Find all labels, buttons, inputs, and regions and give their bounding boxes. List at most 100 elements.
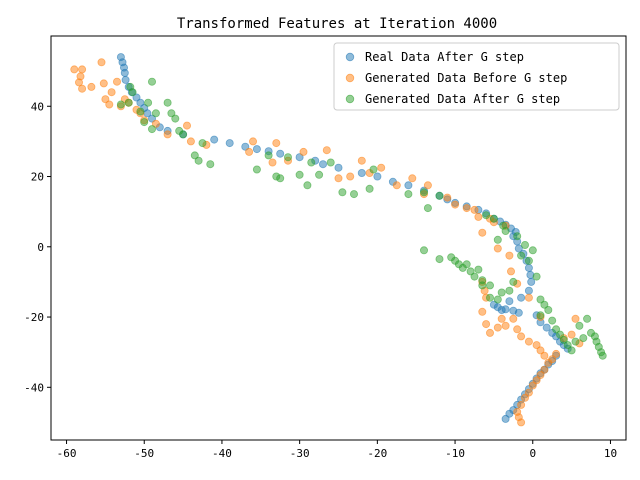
data-point [544, 305, 553, 314]
data-point [276, 174, 285, 183]
data-point [435, 191, 444, 200]
plot-frame [50, 35, 627, 441]
data-point [113, 77, 122, 86]
data-point [489, 214, 498, 223]
data-point [190, 151, 199, 160]
data-point [151, 119, 160, 128]
x-tick-label: -20 [367, 447, 387, 460]
data-point [536, 311, 545, 320]
data-point [528, 381, 537, 390]
data-point [482, 320, 491, 329]
data-point [179, 130, 188, 139]
data-point [75, 78, 84, 87]
data-point [563, 341, 572, 350]
x-tick-label: -60 [57, 447, 77, 460]
legend-label: Generated Data Before G step [365, 71, 567, 85]
data-point [548, 316, 557, 325]
data-point [136, 98, 145, 107]
data-point [462, 204, 471, 213]
data-point [571, 314, 580, 323]
data-point [70, 65, 79, 74]
data-point [493, 323, 502, 332]
data-point [252, 165, 261, 174]
data-point [252, 145, 261, 154]
data-point [505, 251, 514, 260]
data-point [474, 212, 483, 221]
data-point [501, 414, 510, 423]
x-axis: -60 -50 -40 -30 -20 -10 0 10 [57, 440, 617, 460]
data-point [501, 226, 510, 235]
data-point [482, 211, 491, 220]
data-point [556, 330, 565, 339]
data-point [78, 84, 87, 93]
y-tick-label: -40 [24, 381, 44, 394]
y-axis: -40 -20 0 20 40 [24, 100, 51, 394]
data-point [478, 281, 487, 290]
data-point [513, 325, 522, 334]
data-point [540, 365, 549, 374]
data-point [540, 351, 549, 360]
data-point [147, 77, 156, 86]
data-point [87, 82, 96, 91]
data-point [536, 346, 545, 355]
data-point [349, 190, 358, 199]
data-point [121, 75, 130, 84]
data-point [140, 118, 149, 127]
data-point [404, 190, 413, 199]
data-point [575, 321, 584, 330]
data-point [357, 156, 366, 165]
data-point [478, 307, 487, 316]
data-point [521, 393, 530, 402]
data-point [225, 139, 234, 148]
legend-label: Generated Data After G step [365, 92, 560, 106]
data-point [198, 139, 207, 148]
data-point [517, 293, 526, 302]
x-tick-label: -30 [290, 447, 310, 460]
y-tick-label: 0 [37, 241, 44, 254]
data-point [326, 158, 335, 167]
data-point [373, 172, 382, 181]
y-tick-label: 20 [31, 171, 44, 184]
data-point [521, 240, 530, 249]
y-tick-label: -20 [24, 311, 44, 324]
data-point [501, 321, 510, 330]
legend-label: Real Data After G step [365, 50, 524, 64]
data-point [322, 146, 331, 155]
data-point [528, 246, 537, 255]
data-point [295, 153, 304, 162]
data-point [524, 293, 533, 302]
data-point [315, 170, 324, 179]
data-point [182, 121, 191, 130]
data-point [334, 163, 343, 172]
data-point [532, 272, 541, 281]
legend-box [333, 42, 620, 111]
data-point [493, 295, 502, 304]
data-point [552, 349, 561, 358]
points-layer [70, 53, 607, 427]
data-point [517, 251, 526, 260]
data-point [474, 265, 483, 274]
data-point [101, 95, 110, 104]
data-point [97, 58, 106, 67]
data-point [567, 330, 576, 339]
data-point [462, 260, 471, 269]
data-point [598, 351, 607, 360]
data-point [571, 337, 580, 346]
data-point [548, 355, 557, 364]
data-point [527, 277, 536, 286]
data-point [357, 168, 366, 177]
data-point [268, 158, 277, 167]
data-point [552, 325, 561, 334]
data-point [542, 323, 551, 332]
x-tick-label: -40 [212, 447, 232, 460]
data-point [147, 125, 156, 134]
data-point [105, 100, 114, 109]
x-tick-label: 10 [604, 447, 617, 460]
data-point [151, 109, 160, 118]
data-point [517, 332, 526, 341]
data-point [485, 328, 494, 337]
data-point [485, 293, 494, 302]
data-point [423, 204, 432, 213]
data-point [505, 286, 514, 295]
